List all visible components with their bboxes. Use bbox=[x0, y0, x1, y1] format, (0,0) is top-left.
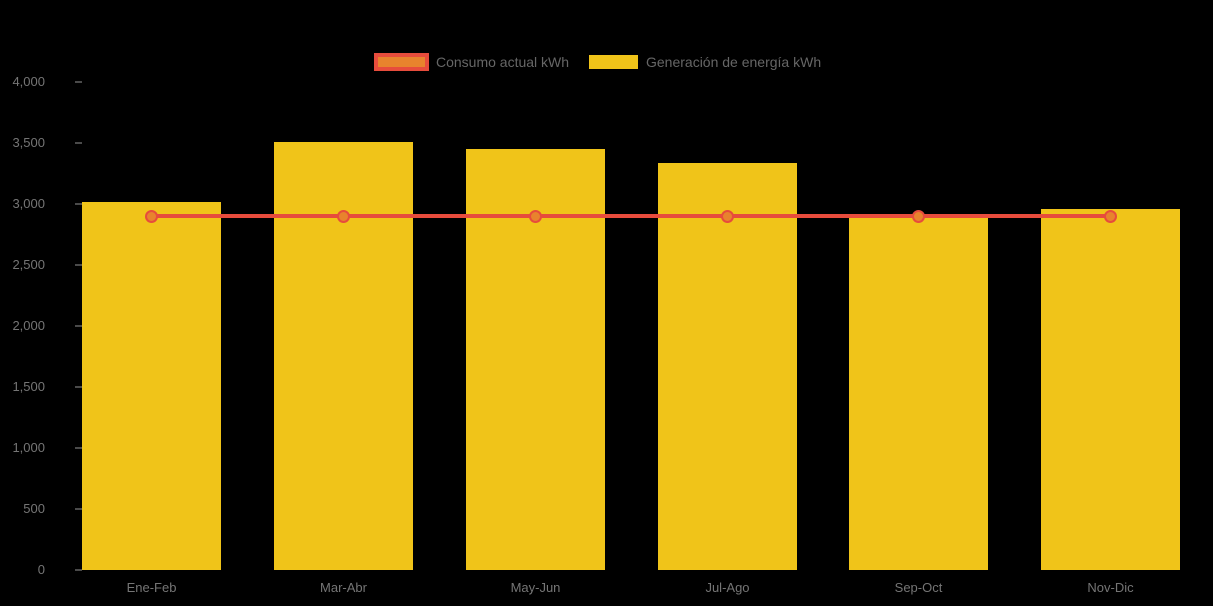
y-tick-mark bbox=[75, 81, 82, 83]
bar-Nov-Dic[interactable] bbox=[1041, 208, 1180, 570]
consumo-line bbox=[151, 214, 1111, 219]
y-axis-label-500: 500 bbox=[23, 501, 45, 516]
y-axis-label-3000: 3,000 bbox=[12, 196, 45, 211]
y-tick-mark bbox=[75, 264, 82, 266]
consumo-line-swatch-icon bbox=[374, 53, 429, 71]
y-axis-label-0: 0 bbox=[37, 562, 45, 577]
x-axis-label-Jul-Ago: Jul-Ago bbox=[705, 580, 750, 595]
y-axis-label-1000: 1,000 bbox=[12, 440, 45, 455]
y-tick-mark bbox=[75, 447, 82, 449]
y-axis-label-4000: 4,000 bbox=[12, 74, 45, 89]
y-axis-label-3500: 3,500 bbox=[12, 135, 45, 150]
x-axis-label-Mar-Abr: Mar-Abr bbox=[320, 580, 367, 595]
consumo-marker-May-Jun[interactable] bbox=[529, 209, 542, 223]
y-tick-mark bbox=[75, 386, 82, 388]
y-tick-mark bbox=[75, 508, 82, 510]
x-axis-label-Sep-Oct: Sep-Oct bbox=[894, 580, 943, 595]
legend-label-generacion: Generación de energía kWh bbox=[646, 54, 822, 70]
y-axis-label-2500: 2,500 bbox=[12, 257, 45, 272]
y-tick-mark bbox=[75, 325, 82, 327]
bar-Mar-Abr[interactable] bbox=[274, 141, 413, 570]
bar-Sep-Oct[interactable] bbox=[849, 217, 988, 570]
generacion-bar-swatch-icon bbox=[589, 55, 638, 69]
y-axis-label-2000: 2,000 bbox=[12, 318, 45, 333]
y-tick-mark bbox=[75, 569, 82, 571]
legend-item-generacion[interactable]: Generación de energía kWh bbox=[589, 52, 821, 72]
consumo-marker-Sep-Oct[interactable] bbox=[912, 209, 925, 223]
bar-Ene-Feb[interactable] bbox=[82, 201, 221, 570]
consumo-marker-Mar-Abr[interactable] bbox=[337, 209, 350, 223]
y-tick-mark bbox=[75, 203, 82, 205]
y-tick-mark bbox=[75, 142, 82, 144]
x-axis-label-Nov-Dic: Nov-Dic bbox=[1087, 580, 1134, 595]
consumo-marker-Ene-Feb[interactable] bbox=[145, 209, 158, 223]
consumo-marker-Jul-Ago[interactable] bbox=[721, 209, 734, 223]
legend-label-consumo: Consumo actual kWh bbox=[436, 54, 570, 70]
bar-Jul-Ago[interactable] bbox=[658, 162, 797, 570]
legend-item-consumo[interactable]: Consumo actual kWh bbox=[374, 52, 569, 72]
x-axis-label-May-Jun: May-Jun bbox=[510, 580, 561, 595]
x-axis-label-Ene-Feb: Ene-Feb bbox=[126, 580, 177, 595]
y-axis-label-1500: 1,500 bbox=[12, 379, 45, 394]
consumo-marker-Nov-Dic[interactable] bbox=[1104, 209, 1117, 223]
